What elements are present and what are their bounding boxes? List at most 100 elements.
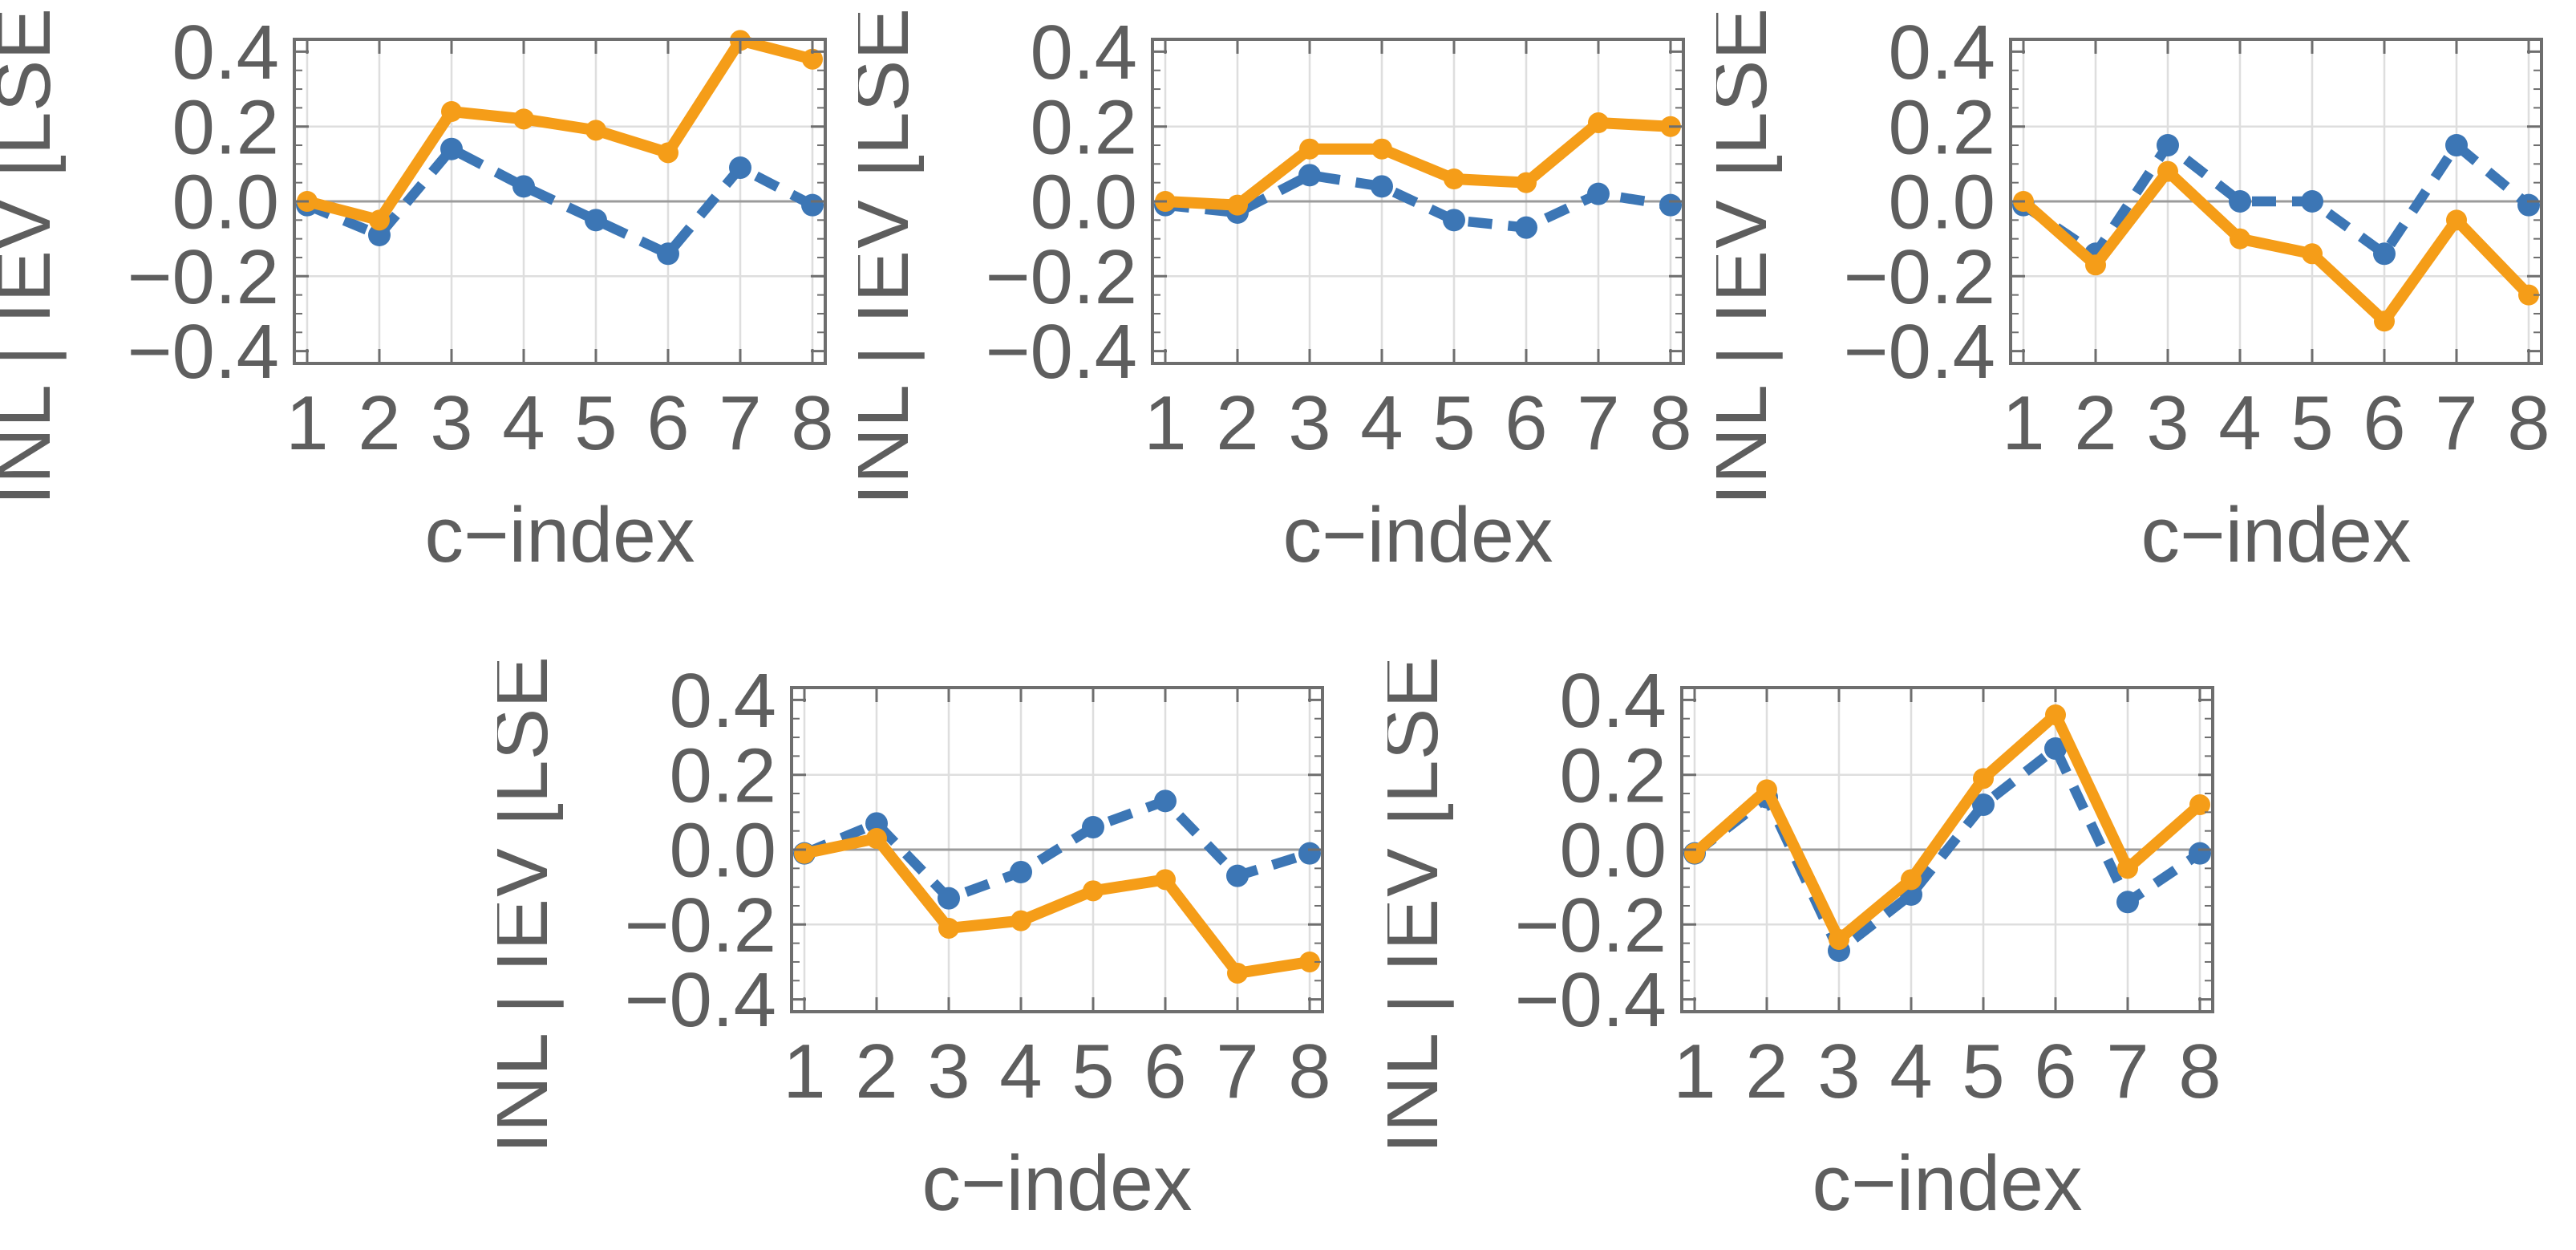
x-tick-label: 2 — [358, 380, 400, 466]
x-tick-label: 8 — [2178, 1029, 2221, 1114]
y-tick-label: 0.4 — [670, 658, 776, 744]
series-solid-orange-line — [799, 833, 1315, 979]
data-point-marker-dashed-blue — [1443, 209, 1465, 232]
x-tick-label: 4 — [1889, 1029, 1932, 1114]
x-tick-label: 4 — [502, 380, 545, 466]
data-point-marker-dashed-blue — [1298, 164, 1321, 187]
y-tick-label: 0.0 — [172, 160, 279, 246]
data-point-marker-dashed-blue — [1659, 193, 1682, 217]
y-tick-label: 0.2 — [1889, 84, 1995, 170]
y-tick-label: 0.0 — [1031, 160, 1137, 246]
x-tick-label: 5 — [574, 380, 617, 466]
data-point-marker-dashed-blue — [1587, 182, 1610, 205]
y-tick-label: −0.4 — [127, 309, 279, 395]
data-point-marker-solid-orange — [1684, 842, 1705, 864]
data-point-marker-solid-orange — [2446, 209, 2467, 231]
data-point-marker-solid-orange — [585, 120, 606, 141]
y-tick-label: −0.2 — [1514, 883, 1667, 968]
x-tick-label: 1 — [286, 380, 328, 466]
y-tick-label: 0.2 — [1560, 733, 1667, 818]
x-tick-label: 6 — [646, 380, 689, 466]
y-axis-title: INL | IEV [LSE — [1716, 8, 1783, 505]
x-axis-title: c−index — [1282, 491, 1553, 570]
x-tick-label: 8 — [1288, 1029, 1331, 1114]
data-point-marker-dashed-blue — [2189, 842, 2211, 865]
series-dashed-blue-line — [2020, 140, 2532, 259]
data-point-marker-solid-orange — [2374, 310, 2395, 332]
x-tick-label: 2 — [855, 1029, 897, 1114]
y-tick-label: 0.2 — [172, 84, 279, 170]
y-tick-label: 0.0 — [1889, 160, 1995, 246]
x-tick-label: 3 — [2146, 380, 2189, 466]
y-tick-label: 0.4 — [1889, 10, 1995, 95]
data-point-marker-dashed-blue — [2044, 737, 2067, 761]
y-tick-label: −0.2 — [624, 883, 776, 968]
y-tick-label: 0.4 — [1031, 10, 1137, 95]
x-tick-label: 6 — [2363, 380, 2405, 466]
x-axis-title: c−index — [424, 491, 695, 570]
data-point-marker-solid-orange — [1444, 168, 1464, 190]
data-point-marker-solid-orange — [1011, 910, 1031, 931]
y-axis-title: INL | IEV [LSE — [1387, 656, 1454, 1154]
y-tick-label: 0.4 — [172, 10, 279, 95]
y-tick-label: −0.2 — [127, 234, 279, 320]
x-tick-label: 7 — [719, 380, 761, 466]
y-axis-title: INL | IEV [LSE — [0, 8, 67, 505]
data-point-marker-dashed-blue — [368, 223, 391, 246]
data-point-marker-solid-orange — [1829, 928, 1849, 950]
data-point-marker-solid-orange — [2189, 794, 2210, 816]
data-point-marker-solid-orange — [1588, 112, 1609, 134]
data-point-marker-solid-orange — [802, 48, 823, 70]
y-tick-label: −0.4 — [1514, 957, 1667, 1043]
data-point-marker-dashed-blue — [1154, 789, 1177, 813]
data-point-marker-solid-orange — [1227, 194, 1248, 216]
data-point-marker-dashed-blue — [2517, 193, 2540, 217]
data-point-marker-solid-orange — [1083, 880, 1104, 902]
data-point-marker-solid-orange — [1299, 138, 1320, 160]
x-tick-label: 8 — [1649, 380, 1691, 466]
data-point-marker-solid-orange — [2230, 228, 2250, 250]
x-tick-label: 1 — [1673, 1029, 1715, 1114]
data-point-marker-solid-orange — [794, 842, 815, 864]
data-point-marker-dashed-blue — [1515, 216, 1537, 239]
data-point-marker-solid-orange — [866, 828, 887, 850]
x-tick-label: 5 — [2290, 380, 2333, 466]
x-tick-label: 6 — [1505, 380, 1547, 466]
data-point-marker-dashed-blue — [2116, 891, 2139, 914]
data-point-marker-solid-orange — [2302, 243, 2323, 265]
x-tick-label: 5 — [1071, 1029, 1114, 1114]
y-axis-title: INL | IEV [LSE — [497, 656, 564, 1154]
tick-marks — [294, 39, 825, 363]
data-point-marker-dashed-blue — [512, 175, 535, 198]
series-solid-orange-line — [1160, 117, 1676, 211]
x-tick-label: 4 — [2218, 380, 2261, 466]
y-axis-title: INL | IEV [LSE — [858, 8, 925, 505]
series-solid-orange-line — [2018, 165, 2534, 327]
data-point-marker-dashed-blue — [1010, 860, 1032, 883]
y-tick-label: −0.4 — [985, 309, 1137, 395]
x-tick-label: 2 — [1745, 1029, 1788, 1114]
data-point-marker-solid-orange — [2117, 858, 2138, 879]
tick-marks — [2011, 39, 2542, 363]
y-tick-label: −0.2 — [1843, 234, 1995, 320]
x-axis-title: c−index — [2141, 491, 2411, 570]
x-tick-label: 3 — [927, 1029, 970, 1114]
y-tick-label: 0.0 — [1560, 808, 1667, 894]
y-tick-label: 0.2 — [1031, 84, 1137, 170]
x-tick-label: 6 — [2034, 1029, 2076, 1114]
x-tick-label: 1 — [2002, 380, 2044, 466]
y-tick-label: −0.4 — [1843, 309, 1995, 395]
x-axis-title: c−index — [921, 1139, 1192, 1227]
data-point-marker-solid-orange — [441, 101, 462, 123]
data-point-marker-dashed-blue — [2445, 134, 2468, 157]
data-point-marker-solid-orange — [1371, 138, 1392, 160]
data-point-marker-solid-orange — [2518, 284, 2539, 306]
y-tick-label: −0.2 — [985, 234, 1137, 320]
